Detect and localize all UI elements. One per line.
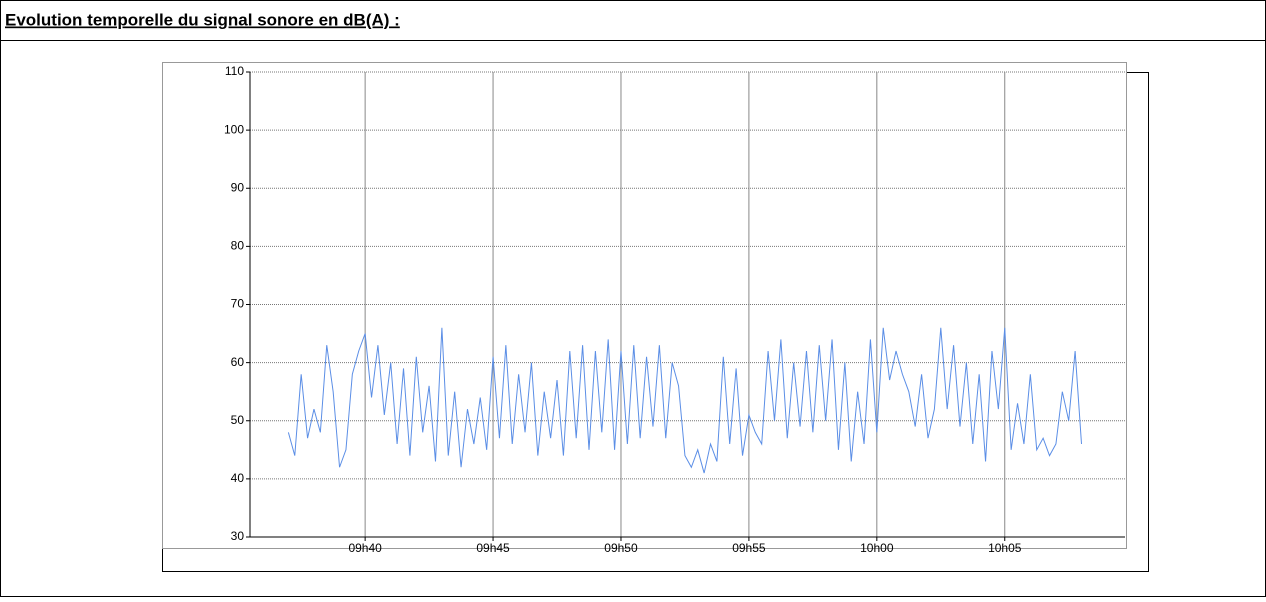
x-tick-label: 10h05 [988, 541, 1022, 555]
plot: 30 40 50 60 70 80 90 100 110 09h40 09h45 09h50 09h55… [224, 64, 1125, 555]
y-tick-label: 30 [231, 529, 245, 543]
y-tick-label: 40 [231, 471, 245, 485]
y-tick-label: 100 [224, 122, 244, 136]
signal-line [287, 327, 1083, 474]
x-tick-label: 09h55 [732, 541, 766, 555]
y-tick-label: 110 [225, 64, 244, 78]
y-tick-label: 60 [231, 355, 245, 369]
x-tick-label: 10h00 [860, 541, 894, 555]
x-tick-label: 09h45 [476, 541, 510, 555]
x-tick-label: 09h50 [604, 541, 638, 555]
x-tick-label: 09h40 [348, 541, 382, 555]
y-tick-label: 50 [231, 413, 245, 427]
section-title: Evolution temporelle du signal sonore en… [5, 10, 400, 29]
y-tick-label: 90 [231, 180, 245, 194]
y-tick-label: 70 [231, 297, 245, 311]
chart-panel [162, 62, 1127, 549]
y-tick-label: 80 [231, 239, 245, 253]
